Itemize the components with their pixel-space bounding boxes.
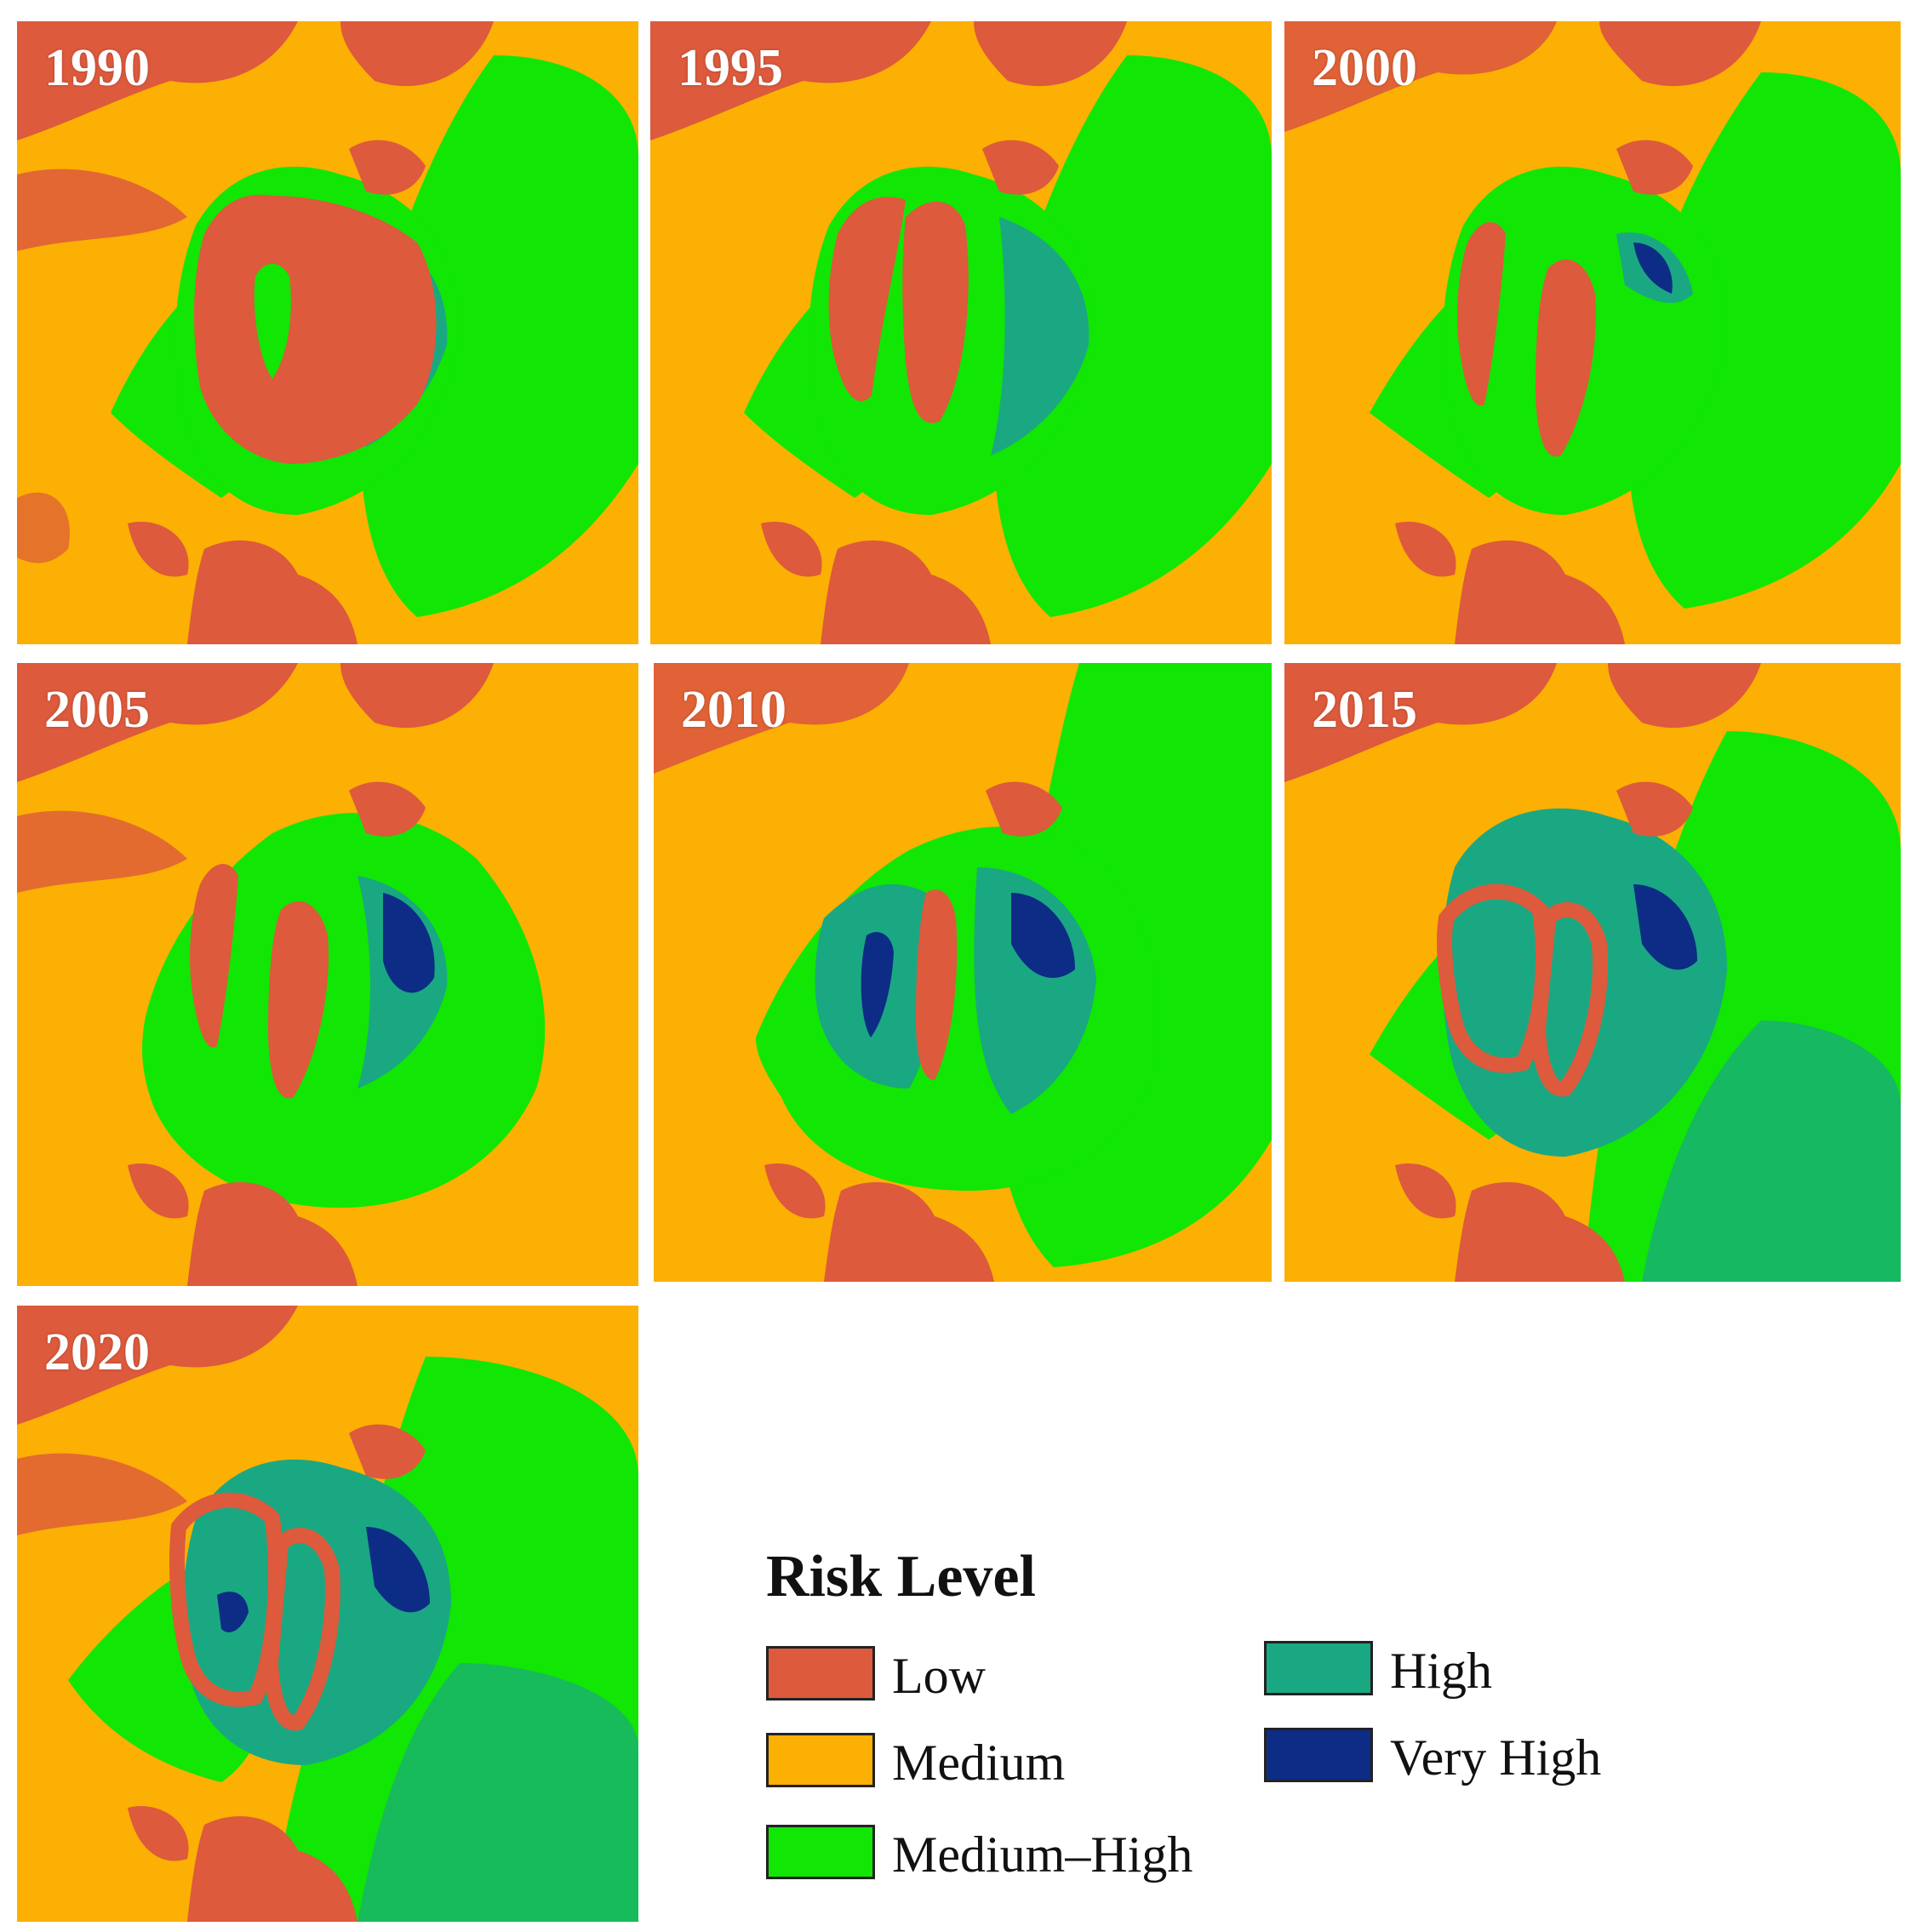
map-panel-2000: 2000: [1284, 21, 1901, 644]
map-panel-1990: 1990: [17, 21, 638, 644]
risk-map-1995: [650, 21, 1272, 644]
map-panel-2010: 2010: [654, 663, 1272, 1282]
risk-map-2000: [1284, 21, 1901, 644]
legend-swatch-very-high: [1264, 1728, 1373, 1782]
year-label-2000: 2000: [1312, 39, 1417, 97]
year-label-2015: 2015: [1312, 681, 1417, 739]
risk-map-2020: [17, 1306, 638, 1922]
map-panel-1995: 1995: [650, 21, 1272, 644]
year-label-1995: 1995: [678, 39, 783, 97]
map-panel-2020: 2020: [17, 1306, 638, 1922]
risk-level-legend: Risk Level Low Medium Medium–High High V…: [766, 1547, 1873, 1930]
year-label-1990: 1990: [44, 39, 150, 97]
risk-map-2015: [1284, 663, 1901, 1282]
map-panel-2015: 2015: [1284, 663, 1901, 1282]
legend-label-low: Low: [892, 1648, 986, 1704]
legend-label-medium-high: Medium–High: [892, 1826, 1193, 1883]
legend-label-high: High: [1390, 1643, 1492, 1699]
legend-title: Risk Level: [766, 1544, 1036, 1609]
year-label-2005: 2005: [44, 681, 150, 739]
year-label-2010: 2010: [681, 681, 786, 739]
legend-swatch-high: [1264, 1641, 1373, 1695]
legend-swatch-medium-high: [766, 1825, 875, 1879]
risk-map-2005: [17, 663, 638, 1286]
risk-map-1990: [17, 21, 638, 644]
legend-label-medium: Medium: [892, 1735, 1066, 1791]
year-label-2020: 2020: [44, 1323, 150, 1381]
legend-label-very-high: Very High: [1390, 1729, 1602, 1786]
legend-swatch-medium: [766, 1733, 875, 1787]
legend-swatch-low: [766, 1646, 875, 1701]
map-panel-2005: 2005: [17, 663, 638, 1286]
risk-map-2010: [654, 663, 1272, 1282]
